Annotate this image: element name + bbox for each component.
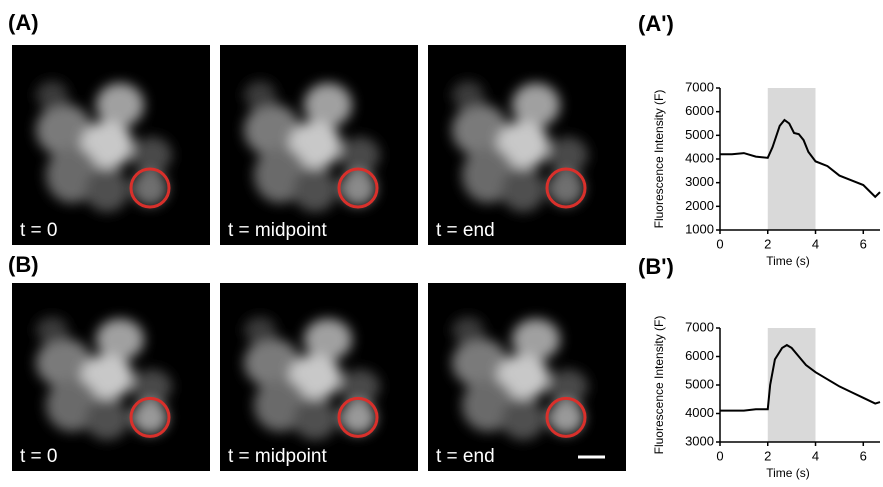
highlight — [768, 328, 816, 442]
y-tick-label: 4000 — [685, 150, 714, 165]
cell — [304, 319, 352, 360]
y-tick-label: 3000 — [685, 433, 714, 448]
micrograph: t = 0 — [12, 45, 210, 245]
x-tick-label: 0 — [716, 236, 723, 251]
y-axis-label: Fluorescence Intensity (F) — [652, 90, 666, 229]
y-axis-label: Fluorescence Intensity (F) — [652, 316, 666, 455]
figure: (A) (B) t = 0 t = midpoint t = end t = 0 t =… — [0, 0, 883, 487]
cell — [501, 399, 545, 440]
y-tick-label: 6000 — [685, 103, 714, 118]
cell — [132, 401, 168, 435]
y-tick-label: 5000 — [685, 127, 714, 142]
y-tick-label: 1000 — [685, 221, 714, 236]
image-label: t = end — [436, 446, 495, 467]
cell — [36, 81, 68, 109]
y-tick-label: 7000 — [685, 79, 714, 94]
x-tick-label: 4 — [812, 236, 819, 251]
cell — [304, 83, 352, 127]
cell — [96, 319, 144, 360]
cell — [340, 401, 376, 435]
x-tick-label: 6 — [860, 236, 867, 251]
panel-label: (A) — [8, 10, 39, 35]
cell — [293, 399, 337, 440]
x-tick-label: 0 — [716, 448, 723, 463]
cell — [96, 83, 144, 127]
y-tick-label: 7000 — [685, 319, 714, 334]
cell — [244, 317, 276, 343]
panel-label: (A') — [638, 11, 674, 36]
panel-label: (B') — [638, 254, 674, 279]
micrograph: t = 0 — [12, 283, 210, 471]
x-tick-label: 6 — [860, 448, 867, 463]
cell — [293, 168, 337, 212]
cell — [548, 401, 584, 435]
cell — [244, 81, 276, 109]
micrograph: t = end — [428, 283, 626, 471]
cell — [501, 168, 545, 212]
cell — [452, 81, 484, 109]
cell — [512, 83, 560, 127]
cell — [512, 319, 560, 360]
y-tick-label: 4000 — [685, 405, 714, 420]
panel-label: (B) — [8, 252, 39, 277]
image-label: t = 0 — [20, 446, 58, 467]
image-label: t = end — [436, 220, 495, 241]
image-label: t = midpoint — [228, 220, 327, 241]
x-tick-label: 2 — [764, 236, 771, 251]
image-label: t = 0 — [20, 220, 58, 241]
x-axis-label: Time (s) — [766, 466, 810, 480]
y-tick-label: 3000 — [685, 174, 714, 189]
x-tick-label: 2 — [764, 448, 771, 463]
y-tick-label: 5000 — [685, 376, 714, 391]
cell — [85, 399, 129, 440]
highlight — [768, 88, 816, 230]
image-label: t = midpoint — [228, 446, 327, 467]
cell — [36, 317, 68, 343]
y-tick-label: 2000 — [685, 198, 714, 213]
cell — [452, 317, 484, 343]
micrograph: t = midpoint — [220, 45, 418, 245]
micrograph: t = end — [428, 45, 626, 245]
x-tick-label: 4 — [812, 448, 819, 463]
cell — [85, 168, 129, 212]
micrograph: t = midpoint — [220, 283, 418, 471]
y-tick-label: 6000 — [685, 348, 714, 363]
x-axis-label: Time (s) — [766, 254, 810, 268]
